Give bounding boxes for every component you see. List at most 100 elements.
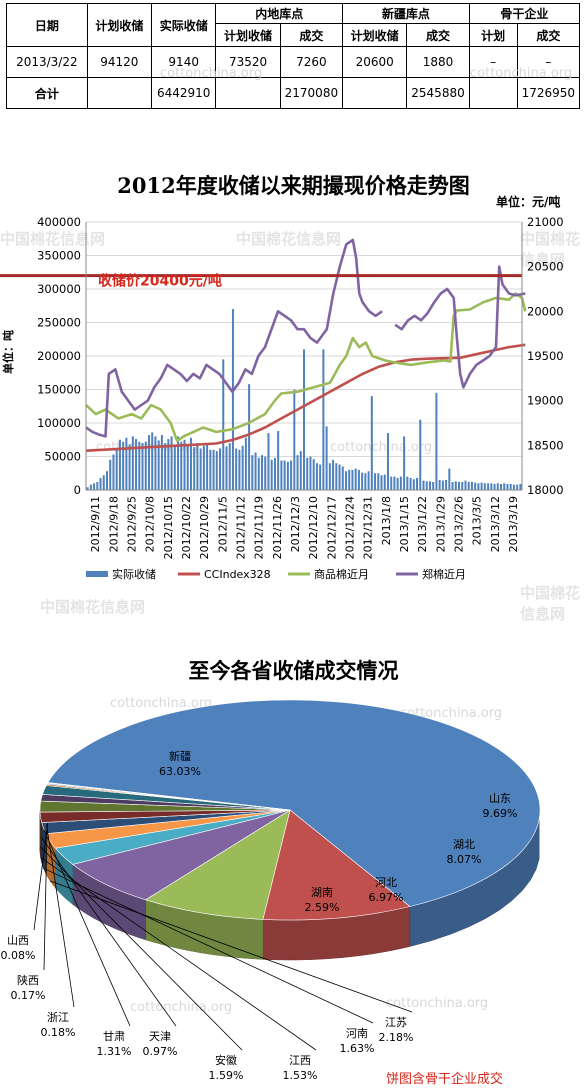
- bar: [173, 444, 176, 490]
- bar: [290, 460, 293, 490]
- y-tick-label: 350000: [37, 249, 81, 263]
- bar: [138, 441, 141, 490]
- y2-tick-label: 18000: [527, 483, 564, 497]
- table-cell: 1726950: [516, 77, 581, 109]
- pie-label: 江苏: [385, 1016, 407, 1029]
- bar: [409, 477, 412, 490]
- bar: [222, 359, 225, 490]
- watermark-text: cottonchina.org: [160, 66, 263, 81]
- pie-value: 8.07%: [447, 853, 482, 866]
- bar: [425, 481, 428, 490]
- bar: [319, 464, 322, 490]
- bar: [483, 483, 486, 490]
- bar: [422, 480, 425, 490]
- bar: [512, 484, 515, 490]
- province-pie-chart: 新疆 63.03% 山东 9.69% 湖北 8.07% 河北 6.97% 湖南 2.59% 江苏 2.…: [1, 699, 541, 1082]
- pie-label: 新疆: [169, 749, 191, 763]
- y2-tick-label: 19500: [527, 349, 564, 363]
- bar: [396, 477, 399, 490]
- bar: [487, 483, 490, 490]
- bar: [99, 477, 102, 490]
- bar: [490, 483, 493, 490]
- subheader-bb-deal: 成交: [516, 23, 581, 47]
- bar: [286, 461, 289, 490]
- bar: [241, 445, 244, 490]
- series-line: [85, 238, 526, 438]
- bar: [338, 464, 341, 490]
- table-cell: [86, 77, 153, 109]
- pie-label: 河北: [375, 876, 397, 889]
- pie-note: 饼图含骨干企业成交: [386, 1072, 504, 1087]
- x-tick-label: 2013/1/15: [398, 496, 411, 552]
- bar: [332, 459, 335, 490]
- table-cell: [215, 77, 281, 109]
- bar: [147, 435, 150, 490]
- watermark-text: 中国棉花信息网: [40, 598, 146, 616]
- bar: [141, 443, 144, 490]
- bar: [309, 456, 312, 490]
- bar: [170, 436, 173, 490]
- pie-slice: [46, 782, 291, 811]
- bar: [509, 483, 512, 490]
- pie-slice: [47, 699, 541, 907]
- x-tick-label: 2013/3/5: [471, 496, 484, 545]
- bar: [118, 439, 121, 490]
- header-actual: 实际收储: [151, 3, 217, 47]
- pie-label: 天津: [149, 1030, 171, 1043]
- bar: [341, 466, 344, 490]
- bar: [164, 443, 167, 490]
- bar: [474, 482, 477, 490]
- pie-label: 甘肃: [103, 1030, 125, 1043]
- pie-slice: [144, 809, 291, 920]
- bar: [380, 475, 383, 490]
- bar: [506, 483, 509, 490]
- bar: [386, 433, 389, 490]
- table-cell: 1880: [406, 46, 470, 78]
- watermark-text: 中国棉花信息网: [520, 584, 581, 623]
- pie-value: 2.18%: [379, 1031, 414, 1044]
- x-tick-label: 2012/10/29: [198, 496, 211, 559]
- legend-label: CCIndex328: [204, 568, 271, 581]
- bar: [86, 487, 89, 490]
- x-tick-label: 2012/10/8: [144, 496, 157, 552]
- table-cell: [468, 77, 518, 109]
- table-cell: 6442910: [151, 77, 217, 109]
- bar: [428, 481, 431, 490]
- bar: [244, 437, 247, 490]
- bar: [154, 436, 157, 490]
- pie-label: 江西: [289, 1054, 311, 1067]
- header-date: 日期: [6, 3, 88, 47]
- pie-value: 0.97%: [143, 1045, 178, 1058]
- subheader-xj-plan: 计划收储: [342, 23, 408, 47]
- bar: [183, 439, 186, 490]
- table-cell: 2170080: [279, 77, 344, 109]
- table-cell: 20600: [342, 46, 408, 78]
- bar: [299, 451, 302, 490]
- bar: [344, 471, 347, 490]
- bar: [219, 448, 222, 490]
- bar: [312, 459, 315, 490]
- table-row-total: 合计 6442910 2170080 2545880 1726950: [6, 77, 581, 109]
- pie-slice: [262, 809, 411, 921]
- y-tick-label: 50000: [44, 450, 81, 464]
- bar: [115, 449, 118, 490]
- x-tick-label: 2013/1/8: [380, 496, 393, 545]
- subheader-bb-plan: 计划: [468, 23, 518, 47]
- table-cell: 2545880: [406, 77, 470, 109]
- bar: [519, 483, 522, 490]
- pie-slice: [72, 809, 291, 901]
- bar: [357, 469, 360, 490]
- pie-value: 1.63%: [340, 1042, 375, 1055]
- bar: [261, 455, 264, 490]
- bar: [202, 445, 205, 490]
- bar: [277, 431, 280, 490]
- bar: [416, 477, 419, 490]
- bar: [351, 469, 354, 490]
- bar: [109, 459, 112, 490]
- x-tick-label: 2013/3/12: [489, 496, 502, 552]
- bar: [470, 481, 473, 490]
- bar: [105, 471, 108, 490]
- pie-label: 陕西: [17, 973, 39, 987]
- watermark-text: cottonchina.org: [330, 440, 433, 455]
- bar: [273, 457, 276, 490]
